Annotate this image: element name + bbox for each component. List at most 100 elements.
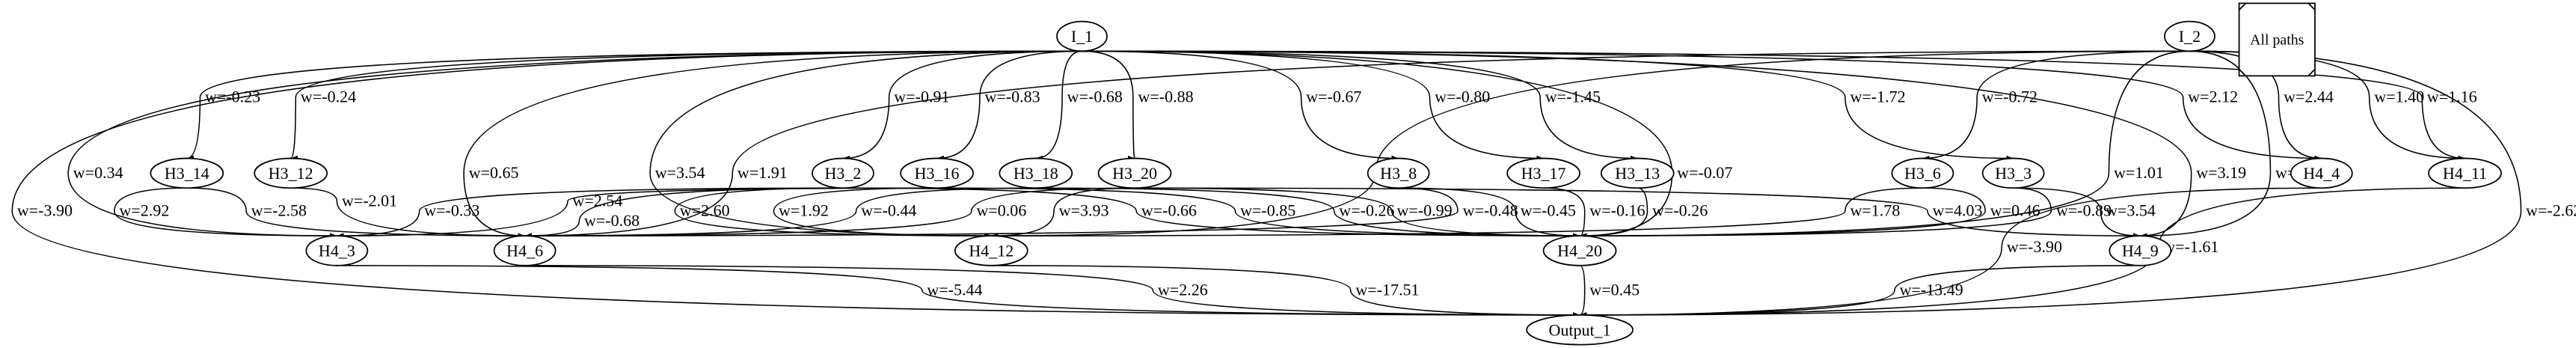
edge — [991, 187, 1923, 239]
edge — [337, 187, 843, 239]
edge-label: w=1.01 — [2114, 163, 2164, 182]
node — [1600, 157, 1675, 189]
edge-label: w=2.26 — [1158, 280, 1208, 299]
edge — [1922, 50, 2190, 162]
edge — [1580, 187, 2052, 239]
edge — [936, 50, 1082, 162]
node-label: H3_6 — [1904, 164, 1941, 183]
edge-label: w=-1.45 — [1545, 88, 1601, 106]
node — [1526, 314, 1634, 346]
edge — [1082, 50, 2192, 239]
edge-label: w=0.65 — [469, 163, 519, 182]
edge-label: w=-3.90 — [2007, 237, 2062, 256]
edges: w=-0.23 w=-0.24w=0.34w=-3.90w=0.65 w=3.54w… — [11, 50, 2576, 318]
edge-label: w=4.03 — [1933, 201, 1983, 220]
node — [1981, 157, 2045, 189]
edge-label: w=2.60 — [680, 201, 730, 220]
edge-label: w=2.12 — [2188, 88, 2238, 106]
edge — [2013, 187, 2141, 239]
edge — [290, 50, 1082, 162]
edge — [114, 187, 337, 239]
node — [2428, 157, 2502, 189]
node-label: H4_9 — [2122, 242, 2159, 260]
node — [999, 157, 1073, 189]
edge-label: w=-0.24 — [301, 88, 356, 106]
node — [812, 157, 874, 189]
edge — [524, 187, 1036, 239]
edge-label: w=1.40 — [2374, 88, 2424, 106]
edge — [524, 187, 843, 239]
edge — [11, 50, 1580, 318]
edge-label: w=-0.68 — [584, 211, 640, 230]
edge — [1082, 50, 1673, 239]
edge — [649, 50, 1082, 239]
edge — [842, 187, 1580, 239]
edge — [773, 187, 992, 239]
edge-label: w=3.54 — [2106, 201, 2156, 220]
edge-label: w=0.45 — [1589, 280, 1640, 299]
node — [1097, 157, 1172, 189]
node-label: H3_3 — [1995, 164, 2031, 183]
node-label: H3_2 — [825, 164, 862, 183]
edge-label: w=-0.83 — [985, 88, 1040, 106]
node — [305, 235, 369, 266]
edge-label: w=-0.48 — [1463, 201, 1518, 220]
edge — [186, 50, 1082, 162]
edge-label: w=-1.61 — [2163, 237, 2218, 256]
edge-label: w=-0.33 — [424, 201, 479, 220]
node — [1056, 20, 1108, 52]
edge — [1082, 50, 1135, 162]
edge-label: w=-2.58 — [251, 201, 307, 220]
legend-box: All paths — [2238, 2, 2316, 77]
edge-label: w=-0.68 — [1067, 88, 1123, 106]
edge — [524, 50, 2190, 239]
edge — [524, 187, 1459, 239]
node-label: I_1 — [1071, 27, 1093, 46]
edge — [1580, 265, 2141, 318]
edge — [1580, 50, 2190, 239]
edge — [991, 265, 1580, 318]
edge-label: w=1.78 — [1850, 201, 1900, 220]
edge — [991, 50, 2190, 239]
node — [493, 235, 556, 266]
edge — [2189, 50, 2322, 162]
nodes: I_1 I_2 H3_14 H3_12 H3_2 H3_16 H3_18 H3_20 H3_8 H… — [150, 20, 2502, 346]
node — [900, 157, 974, 189]
node-label: Output_1 — [1548, 320, 1610, 339]
node-label: H4_6 — [506, 242, 543, 260]
node — [1891, 157, 1954, 189]
node-label: H4_20 — [1557, 242, 1602, 260]
edge-label: w=1.92 — [779, 201, 829, 220]
node-label: H3_18 — [1013, 164, 1058, 183]
edge — [290, 187, 525, 239]
edge-label: w=-2.01 — [342, 191, 397, 210]
edge-label: w=-0.67 — [1306, 88, 1361, 106]
node — [954, 235, 1028, 266]
edge-label: w=3.54 — [655, 163, 705, 182]
edge — [1580, 187, 2322, 318]
legend-corners — [2238, 2, 2316, 76]
edge — [1579, 265, 1587, 318]
node-label: H4_12 — [969, 242, 1013, 260]
edge-label: w=0.46 — [1990, 201, 2040, 220]
edge-label: w=-0.45 — [1521, 201, 1576, 220]
node-label: H4_4 — [2303, 164, 2340, 183]
edge-label: w=-0.72 — [1982, 88, 2037, 106]
edge-label: w=-0.26 — [1652, 201, 1708, 220]
edge — [337, 265, 1580, 318]
edge-label: w=3.19 — [2196, 163, 2246, 182]
edge — [1580, 187, 1649, 239]
edge-label: w=-0.66 — [1141, 201, 1197, 220]
node — [2164, 20, 2215, 52]
edge-label: w=2.44 — [2284, 88, 2334, 106]
node-label: H3_20 — [1112, 164, 1157, 183]
node-label: I_2 — [2179, 27, 2201, 46]
edge-label: w=3.93 — [1059, 201, 1109, 220]
edge-label: w=1.16 — [2427, 88, 2477, 106]
edge-label: w=-0.85 — [1240, 201, 1295, 220]
node-label: H3_17 — [1521, 164, 1566, 183]
node — [2109, 235, 2172, 266]
node-label: H3_12 — [269, 164, 313, 183]
edge — [2140, 50, 2272, 239]
